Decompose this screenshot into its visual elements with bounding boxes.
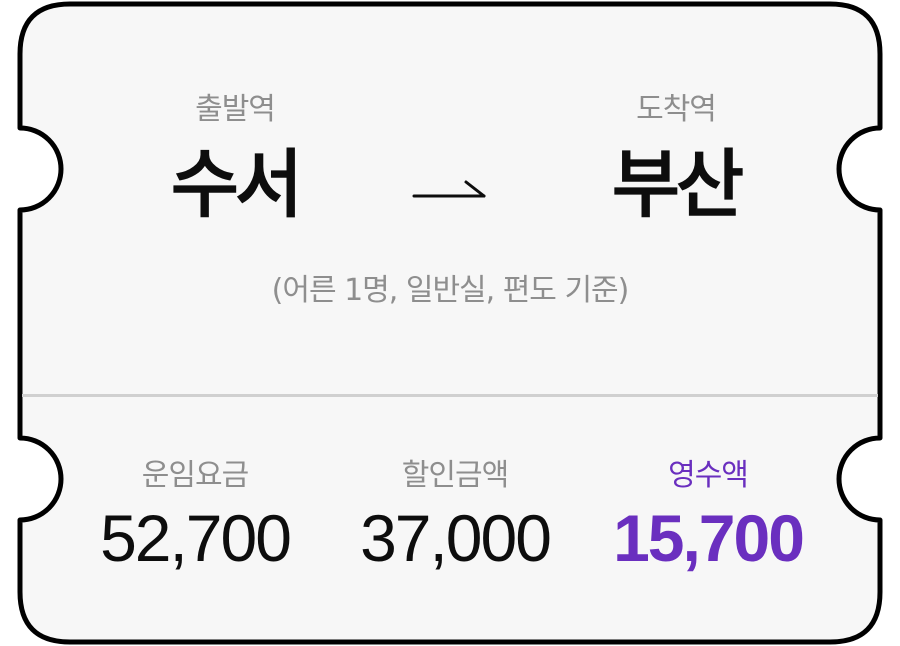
base-fare-amount: 52,700 <box>100 501 292 575</box>
fare-criteria-note: (어른 1명, 일반실, 편도 기준) <box>271 273 630 308</box>
arrival-label: 도착역 <box>636 92 717 127</box>
receipt-label: 영수액 <box>668 458 749 493</box>
arrival-station: 부산 <box>611 142 744 228</box>
divider <box>22 394 878 397</box>
receipt-amount: 15,700 <box>613 501 805 575</box>
departure-station: 수서 <box>170 142 303 228</box>
departure-label: 출발역 <box>195 92 276 127</box>
base-fare-label: 운임요금 <box>141 458 249 493</box>
right-arrow-icon <box>412 180 486 198</box>
discount-label: 할인금액 <box>401 458 509 493</box>
discount-amount: 37,000 <box>360 501 552 575</box>
